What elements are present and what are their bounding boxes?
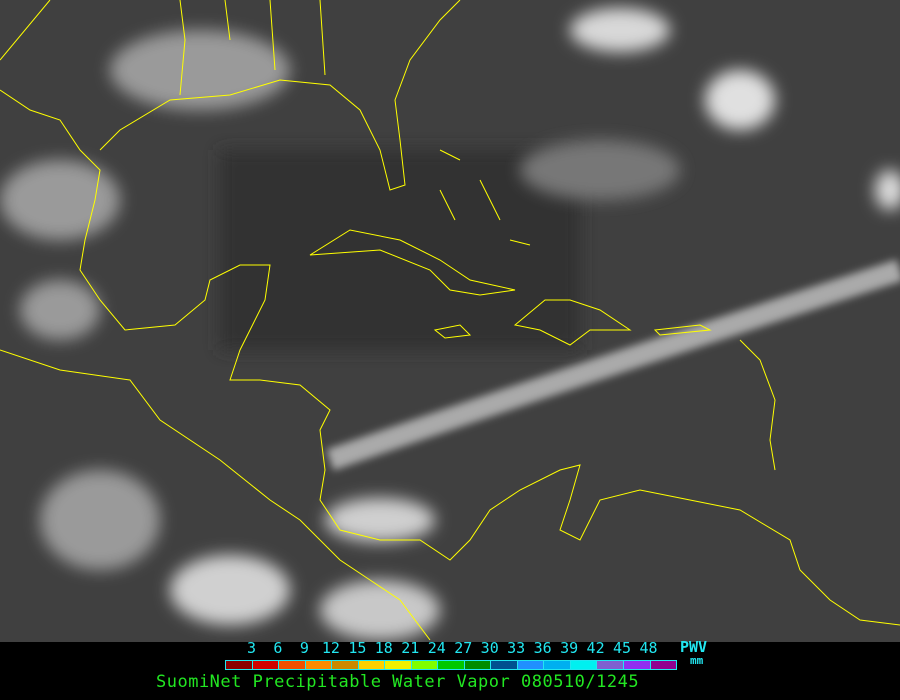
legend-color-swatch bbox=[305, 661, 333, 669]
legend-tick-label: 36 bbox=[533, 639, 552, 657]
legend-color-bar bbox=[225, 660, 677, 670]
legend-color-swatch bbox=[544, 661, 571, 669]
legend-color-swatch bbox=[597, 661, 624, 669]
legend-tick-label: 24 bbox=[427, 639, 446, 657]
legend-tick-label: 9 bbox=[299, 639, 309, 657]
color-legend: 3 6 9 12 15 18 21 24 27 30 33 36 39 42 45 48 PWV mm Suo… bbox=[0, 638, 900, 700]
clear-sky-region bbox=[220, 150, 580, 350]
legend-tick-label: 45 bbox=[613, 639, 632, 657]
legend-tick-label: 21 bbox=[401, 639, 420, 657]
legend-color-swatch bbox=[438, 661, 465, 669]
legend-color-swatch bbox=[411, 661, 439, 669]
legend-color-swatch bbox=[623, 661, 651, 669]
legend-tick-label: 18 bbox=[374, 639, 393, 657]
legend-tick-label: 6 bbox=[273, 639, 283, 657]
legend-color-swatch bbox=[358, 661, 386, 669]
legend-color-swatch bbox=[464, 661, 492, 669]
legend-tick-label: 33 bbox=[507, 639, 526, 657]
map-title: SuomiNet Precipitable Water Vapor 080510… bbox=[156, 672, 640, 692]
legend-tick-label: 39 bbox=[560, 639, 579, 657]
legend-color-swatch bbox=[252, 661, 280, 669]
cloud-band bbox=[326, 259, 900, 471]
satellite-map bbox=[0, 0, 900, 642]
legend-color-swatch bbox=[332, 661, 359, 669]
legend-variable-label: PWV bbox=[680, 638, 708, 656]
legend-color-swatch bbox=[650, 661, 677, 669]
legend-color-swatch bbox=[517, 661, 545, 669]
legend-color-swatch bbox=[279, 661, 306, 669]
legend-color-swatch bbox=[570, 661, 598, 669]
coastlines bbox=[0, 0, 900, 641]
legend-tick-label: 12 bbox=[321, 639, 340, 657]
legend-unit-label: mm bbox=[690, 654, 704, 667]
legend-tick-label: 27 bbox=[454, 639, 473, 657]
legend-color-swatch bbox=[491, 661, 518, 669]
legend-color-swatch bbox=[226, 661, 253, 669]
legend-tick-label: 42 bbox=[586, 639, 605, 657]
legend-tick-label: 30 bbox=[480, 639, 499, 657]
legend-tick-label: 3 bbox=[246, 639, 256, 657]
legend-tick-label: 15 bbox=[348, 639, 367, 657]
legend-color-swatch bbox=[385, 661, 412, 669]
legend-tick-label: 48 bbox=[639, 639, 658, 657]
